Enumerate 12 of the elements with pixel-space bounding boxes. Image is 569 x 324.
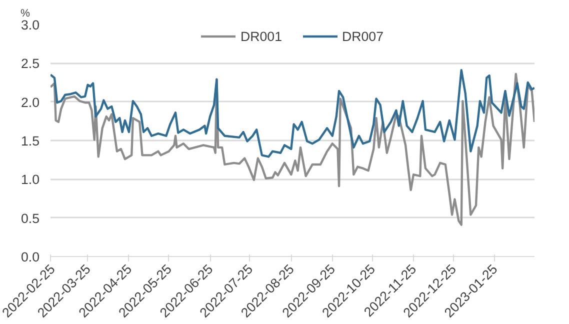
y-tick-label: 1.5 <box>20 134 40 148</box>
y-tick-label: 1.0 <box>20 172 40 188</box>
y-tick-label: 2.0 <box>20 94 40 110</box>
y-tick-label: 3.0 <box>20 18 40 32</box>
y-tick-label: 0.5 <box>20 210 40 226</box>
legend-label: DR007 <box>342 28 384 44</box>
y-tick-label: 2.5 <box>20 56 40 72</box>
y-tick-label: 0.0 <box>20 250 40 264</box>
line-series <box>50 72 534 226</box>
y-axis-title: % <box>20 8 30 20</box>
legend-label: DR001 <box>240 28 282 44</box>
line-series <box>50 69 534 158</box>
